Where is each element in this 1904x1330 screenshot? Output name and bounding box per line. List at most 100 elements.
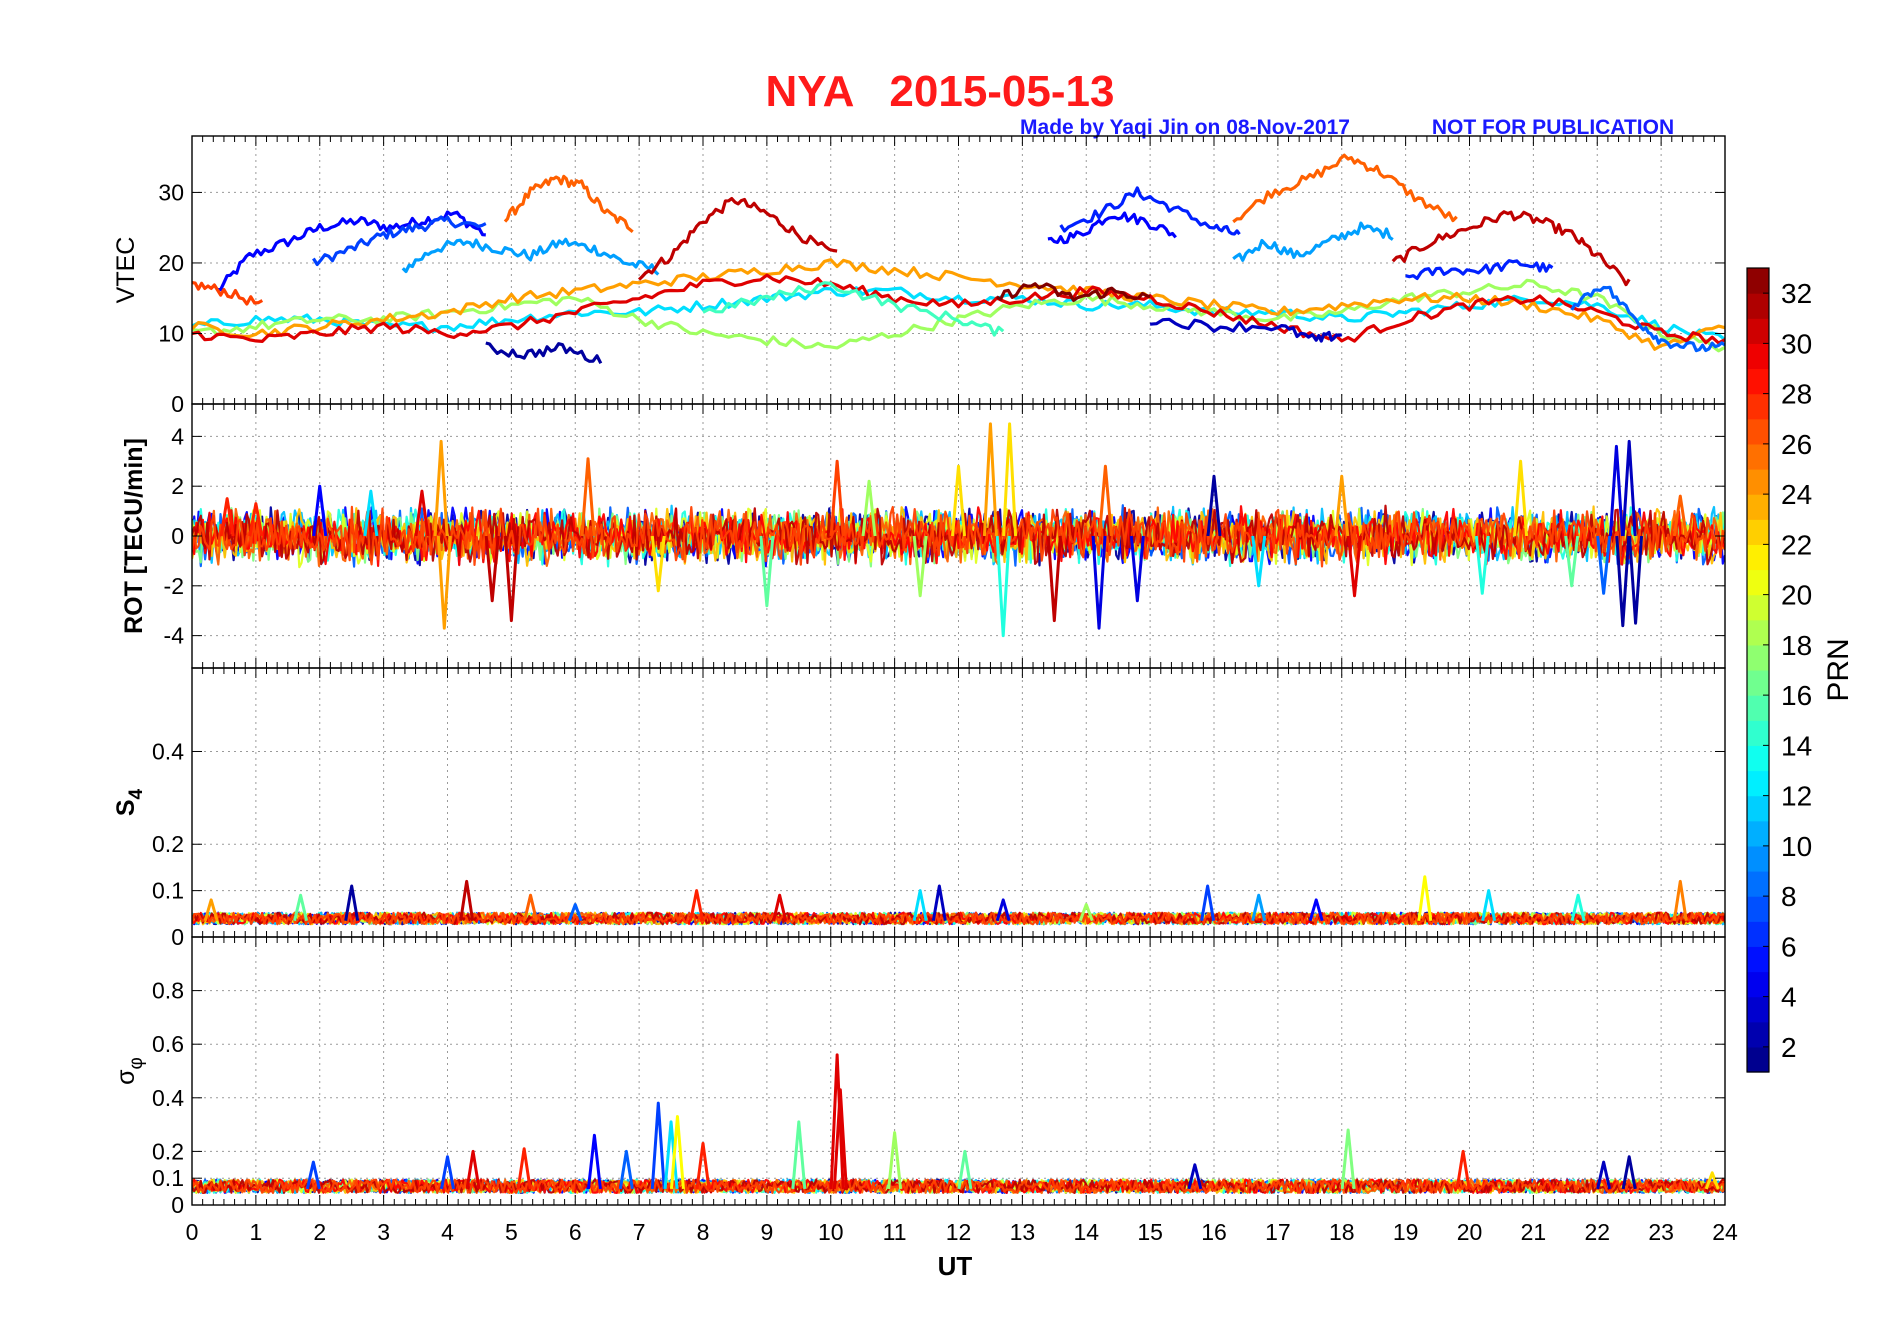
- vtec-series-prn-5: [217, 210, 486, 292]
- colorbar-band: [1747, 544, 1769, 571]
- rot-spike-prn-2: [1628, 535, 1644, 625]
- rot-spike-prn-4: [1608, 444, 1624, 537]
- x-axis-label: UT: [938, 1251, 973, 1281]
- rot-spike-prn-22: [650, 535, 666, 593]
- rot-spike-prn-26: [580, 457, 596, 537]
- sigphi-spike-prn-2: [1621, 1155, 1637, 1190]
- y-tick-label-s4: 0.1: [152, 878, 184, 904]
- x-axis: 0 1 2 3 4 5 6 7 8 9 10 11 12 13 14 15 16 17 18 19 20 21 22 23 24: [186, 1219, 1738, 1245]
- colorbar-frame: [1746, 267, 1770, 1073]
- rot-spike-prn-31: [1046, 535, 1062, 623]
- y-tick-label-sigphi: 0.4: [152, 1085, 184, 1111]
- y-tick-label-s4: 0: [171, 924, 184, 950]
- sigphi-spike-prn-30: [832, 1088, 848, 1190]
- chart-title: NYA 2015-05-13: [766, 67, 1115, 116]
- sigphi-spike-prn-17: [1340, 1128, 1356, 1190]
- x-tick-label: 11: [883, 1219, 907, 1245]
- rot-spike-prn-4: [1091, 535, 1107, 630]
- x-tick-label: 14: [1073, 1219, 1099, 1245]
- colorbar-band: [1747, 293, 1769, 319]
- colorbar-band: [1747, 318, 1769, 344]
- colorbar-band: [1747, 469, 1769, 495]
- colorbar-band: [1747, 745, 1769, 772]
- s4-spike-prn-4: [995, 898, 1011, 922]
- x-tick-label: 9: [760, 1219, 773, 1245]
- s4-spike-prn-14: [1570, 893, 1586, 922]
- colorbar-label: PRN: [1822, 638, 1855, 701]
- colorbar-tick-label: 16: [1781, 680, 1812, 711]
- sigphi-spike-prn-3: [1187, 1163, 1203, 1190]
- y-tick-label-vtec: 10: [158, 320, 184, 346]
- colorbar-band: [1747, 795, 1769, 822]
- x-tick-label: 21: [1521, 1219, 1547, 1245]
- colorbar-band: [1747, 971, 1769, 998]
- rot-spike-prn-3: [1621, 439, 1637, 537]
- rot-spike-prn-5: [312, 484, 328, 537]
- sigphi-spike-prn-7: [305, 1160, 321, 1190]
- rot-spike-prn-24: [436, 535, 452, 630]
- vtec-series-prn-31: [1391, 210, 1631, 287]
- y-tick-label-sigphi: 0.8: [152, 978, 184, 1004]
- sigphi-spike-prn-16: [957, 1149, 973, 1190]
- rot-spike-prn-14: [995, 535, 1011, 638]
- vtec-series-prn-5: [1047, 211, 1177, 245]
- panel-sigphi: 00.10.2 0.4 0.6 0.8 σφ: [112, 936, 1726, 1218]
- panel-data-s4: [192, 875, 1725, 926]
- sigphi-spike-prn-22: [1704, 1171, 1720, 1190]
- s4-spike-prn-7: [1200, 884, 1216, 922]
- y-axis-label-rot: ROT [TECU/min]: [120, 438, 148, 634]
- x-tick-label: 7: [633, 1219, 646, 1245]
- sigphi-spike-prn-28: [516, 1147, 532, 1190]
- s4-spike-prn-31: [459, 879, 475, 921]
- y-tick-label-s4: 0.2: [152, 831, 184, 857]
- rot-spike-prn-24: [433, 439, 449, 537]
- rot-spike-prn-22: [1513, 459, 1529, 537]
- sigphi-spike-prn-12: [663, 1120, 679, 1190]
- rot-spike-prn-22: [951, 464, 966, 537]
- colorbar-band: [1747, 695, 1769, 721]
- x-tick-label: 12: [946, 1219, 972, 1245]
- colorbar-band: [1747, 770, 1769, 797]
- vtec-series-prn-31: [637, 197, 838, 281]
- s4-spike-prn-26: [523, 893, 538, 922]
- colorbar-band: [1747, 670, 1769, 696]
- colorbar-band: [1747, 393, 1769, 420]
- colorbar-tick-label: 30: [1781, 328, 1812, 359]
- colorbar-band: [1747, 720, 1769, 746]
- y-tick-label-vtec: 20: [158, 250, 184, 276]
- s4-spike-prn-5: [1308, 898, 1324, 922]
- y-tick-label-rot: 2: [171, 473, 184, 499]
- colorbar-tick-label: 24: [1781, 479, 1812, 510]
- x-tick-label: 10: [818, 1219, 844, 1245]
- x-tick-label: 15: [1137, 1219, 1163, 1245]
- sigphi-spike-prn-18: [887, 1131, 903, 1190]
- x-tick-label: 1: [249, 1219, 262, 1245]
- colorbar-tick-label: 10: [1781, 831, 1812, 862]
- x-tick-label: 18: [1329, 1219, 1355, 1245]
- x-tick-label: 8: [697, 1219, 710, 1245]
- s4-spike-prn-18: [1078, 903, 1094, 922]
- s4-spike-prn-10: [1251, 893, 1267, 922]
- colorbar-band: [1747, 569, 1769, 596]
- colorbar-band: [1747, 996, 1769, 1023]
- rot-spike-prn-31: [503, 535, 519, 623]
- colorbar-tick-label: 6: [1781, 931, 1797, 962]
- x-tick-label: 2: [313, 1219, 326, 1245]
- s4-spike-prn-12: [912, 889, 928, 922]
- rot-spike-prn-18: [861, 479, 877, 537]
- s4-spike-prn-16: [293, 893, 309, 922]
- rot-spike-prn-12: [363, 489, 379, 537]
- x-tick-label: 22: [1584, 1219, 1610, 1245]
- colorbar-band: [1747, 871, 1769, 897]
- panel-vtec: 0 10 20 30 VTEC: [112, 135, 1726, 417]
- rot-spike-prn-16: [759, 535, 775, 608]
- sigphi-spike-prn-7: [440, 1155, 455, 1190]
- colorbar-tick-label: 18: [1781, 630, 1812, 661]
- y-axis-label-sigphi: σφ: [112, 1057, 147, 1085]
- rot-spike-prn-18: [912, 535, 928, 598]
- x-tick-label: 23: [1648, 1219, 1674, 1245]
- colorbar-band: [1747, 820, 1769, 847]
